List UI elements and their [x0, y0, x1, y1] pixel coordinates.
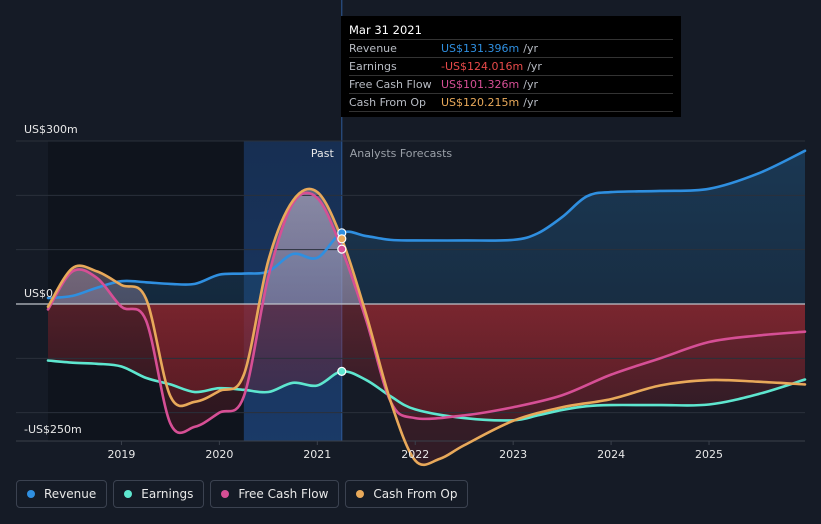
- tooltip-date: Mar 31 2021: [349, 22, 673, 40]
- legend-item-cash-from-op[interactable]: Cash From Op: [345, 480, 468, 508]
- legend-dot-icon: [27, 490, 35, 498]
- tooltip-row-revenue: Revenue US$131.396m /yr: [349, 40, 673, 58]
- x-tick-label: 2022: [401, 448, 429, 461]
- y-tick-label: US$300m: [24, 123, 78, 136]
- x-tick-label: 2020: [205, 448, 233, 461]
- tooltip-value: -US$124.016m: [441, 58, 523, 75]
- legend-item-earnings[interactable]: Earnings: [113, 480, 204, 508]
- tooltip-label: Free Cash Flow: [349, 76, 441, 93]
- forecast-label: Analysts Forecasts: [350, 147, 453, 160]
- legend-dot-icon: [221, 490, 229, 498]
- tooltip-unit: /yr: [523, 76, 538, 93]
- legend-dot-icon: [356, 490, 364, 498]
- tooltip-label: Cash From Op: [349, 94, 441, 111]
- tooltip-row-cash-from-op: Cash From Op US$120.215m /yr: [349, 94, 673, 112]
- y-tick-label: US$0: [24, 287, 53, 300]
- tooltip-unit: /yr: [523, 40, 538, 57]
- legend-label: Revenue: [44, 487, 96, 501]
- legend-dot-icon: [124, 490, 132, 498]
- y-tick-label: -US$250m: [24, 423, 82, 436]
- x-tick-label: 2024: [597, 448, 625, 461]
- past-label: Past: [311, 147, 335, 160]
- tooltip: Mar 31 2021 Revenue US$131.396m /yr Earn…: [341, 16, 681, 117]
- tooltip-row-free-cash-flow: Free Cash Flow US$101.326m /yr: [349, 76, 673, 94]
- x-tick-label: 2021: [303, 448, 331, 461]
- legend-item-revenue[interactable]: Revenue: [16, 480, 107, 508]
- tooltip-unit: /yr: [527, 58, 542, 75]
- x-tick-label: 2025: [695, 448, 723, 461]
- legend: Revenue Earnings Free Cash Flow Cash Fro…: [16, 480, 468, 508]
- x-tick-label: 2019: [107, 448, 135, 461]
- tooltip-label: Revenue: [349, 40, 441, 57]
- legend-item-free-cash-flow[interactable]: Free Cash Flow: [210, 480, 339, 508]
- marker-earnings: [338, 367, 346, 375]
- tooltip-value: US$120.215m: [441, 94, 519, 111]
- marker-cash-from-op: [338, 235, 346, 243]
- legend-label: Earnings: [141, 487, 193, 501]
- legend-label: Cash From Op: [373, 487, 457, 501]
- tooltip-unit: /yr: [523, 94, 538, 111]
- tooltip-value: US$101.326m: [441, 76, 519, 93]
- marker-free-cash-flow: [338, 245, 346, 253]
- legend-label: Free Cash Flow: [238, 487, 328, 501]
- tooltip-label: Earnings: [349, 58, 441, 75]
- tooltip-value: US$131.396m: [441, 40, 519, 57]
- x-tick-label: 2023: [499, 448, 527, 461]
- tooltip-row-earnings: Earnings -US$124.016m /yr: [349, 58, 673, 76]
